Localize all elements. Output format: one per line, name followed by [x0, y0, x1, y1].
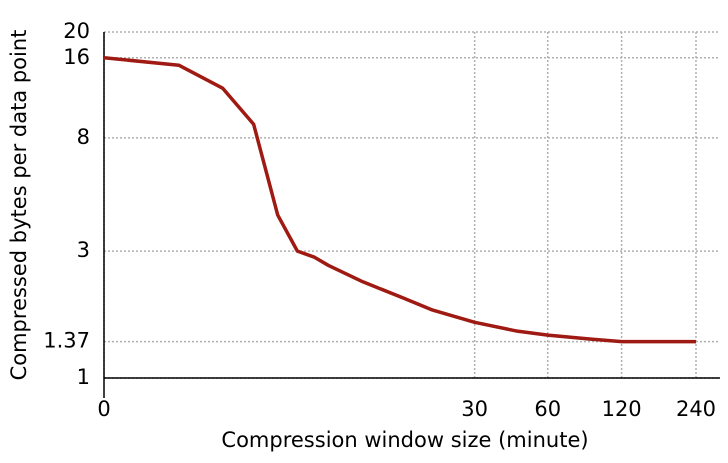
- y-tick-label: 1: [77, 365, 90, 389]
- y-tick-label: 16: [63, 45, 90, 69]
- x-tick-label: 30: [461, 397, 488, 421]
- y-tick-label: 3: [77, 238, 90, 262]
- x-tick-label: 240: [676, 397, 716, 421]
- x-tick-label: 120: [602, 397, 642, 421]
- x-axis-label: Compression window size (minute): [221, 428, 588, 452]
- data-line: [103, 56, 696, 344]
- y-tick-label: 8: [77, 125, 90, 149]
- x-tick-label: 60: [534, 397, 561, 421]
- y-tick-label: 20: [63, 19, 90, 43]
- x-tick-label: 0: [97, 397, 110, 421]
- y-axis-label: Compressed bytes per data point: [7, 30, 31, 381]
- y-tick-label: 1.37: [43, 329, 90, 353]
